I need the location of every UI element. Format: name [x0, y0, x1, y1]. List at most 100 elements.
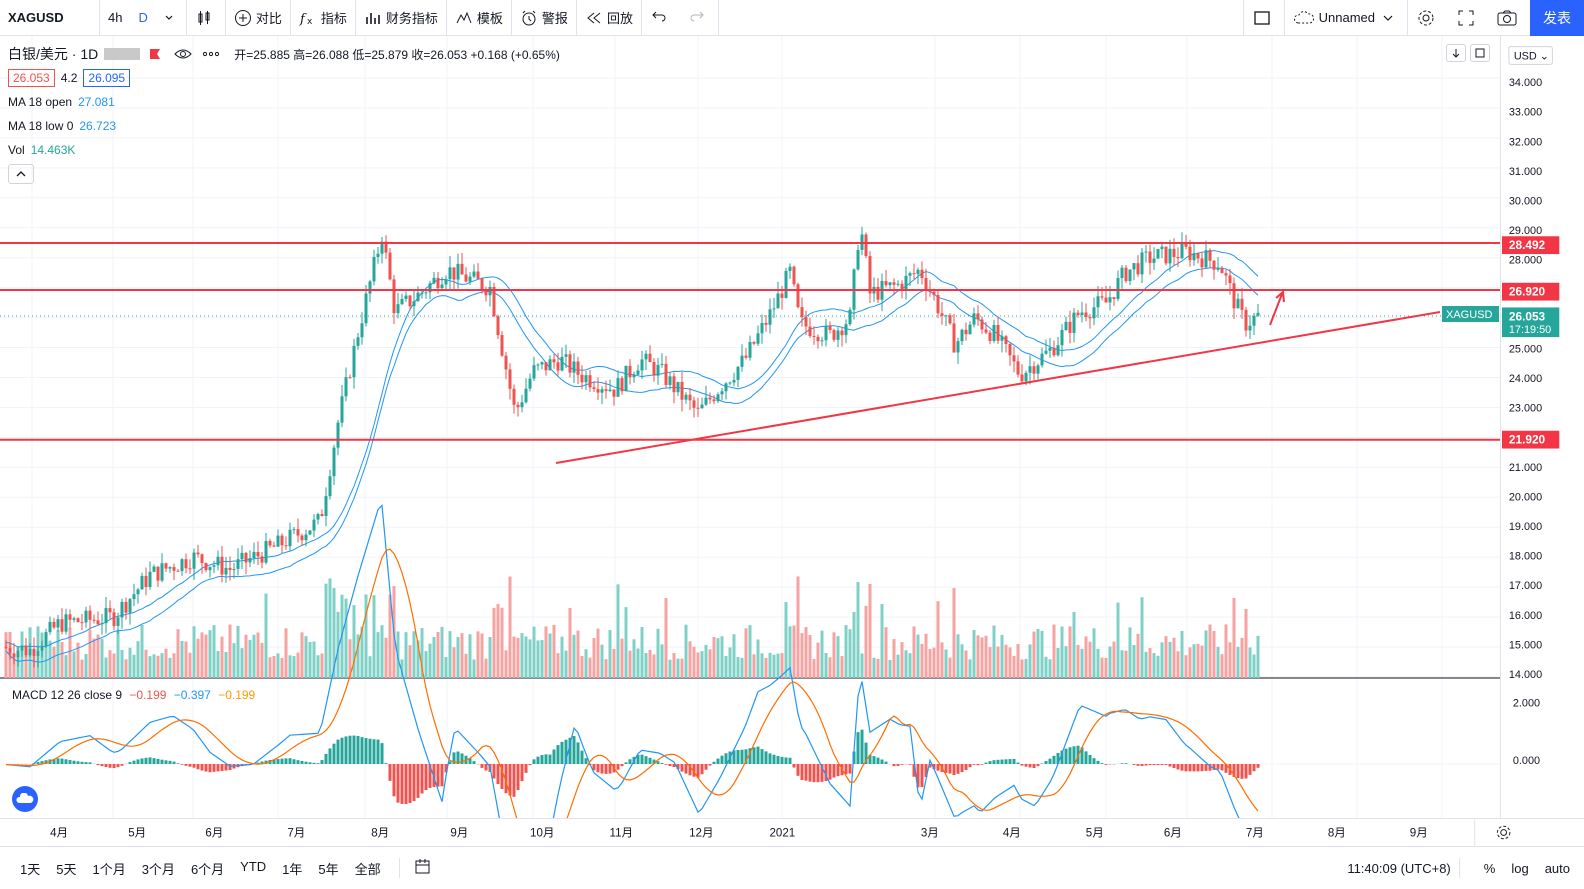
redo-button[interactable] [680, 0, 719, 36]
settings-button[interactable] [1408, 0, 1448, 36]
volume-bar [204, 634, 208, 678]
clock[interactable]: 11:40:09 (UTC+8) [1347, 860, 1451, 876]
macd-histogram-bar [1028, 764, 1032, 768]
chart-type-button[interactable] [187, 0, 226, 36]
volume-bar [692, 646, 696, 678]
macd-histogram-bar [312, 762, 316, 764]
macd-histogram-bar [1020, 764, 1024, 766]
candle-body [464, 274, 468, 282]
fullscreen-button[interactable] [1448, 0, 1488, 36]
range-button[interactable]: 1年 [282, 861, 303, 877]
macd-histogram-bar [228, 764, 232, 771]
range-button[interactable]: 5年 [318, 861, 339, 877]
range-button[interactable]: 全部 [354, 861, 381, 877]
macd-histogram-bar [864, 742, 868, 764]
macd-histogram-bar [176, 763, 180, 764]
candle-body [940, 313, 944, 316]
volume-legend[interactable]: Vol 14.463K [8, 138, 560, 162]
redo-icon [690, 11, 704, 21]
volume-bar [1000, 634, 1004, 678]
ma-low-legend[interactable]: MA 18 low 0 26.723 [8, 114, 560, 138]
macd-hist-value: −0.199 [129, 688, 167, 702]
macd-histogram-bar [684, 764, 688, 774]
interval-4h-button[interactable]: 4h [100, 0, 130, 36]
volume-bar [1012, 655, 1016, 678]
volume-bar [616, 584, 620, 678]
fullscreen-layout-button[interactable] [1242, 0, 1285, 36]
bid-price-box[interactable]: 26.053 [8, 69, 55, 87]
macd-legend[interactable]: MACD 12 26 close 9 −0.199 −0.397 −0.199 [12, 688, 255, 702]
publish-button[interactable]: 发表 [1530, 0, 1584, 36]
price-tick: 15.000 [1509, 639, 1542, 651]
candle-body [136, 589, 140, 595]
compare-button[interactable]: 对比 [226, 0, 291, 36]
range-button[interactable]: 1个月 [92, 861, 126, 877]
candle-body [1136, 263, 1140, 275]
volume-bar [176, 629, 180, 678]
range-button[interactable]: 3个月 [141, 861, 175, 877]
range-button[interactable]: 5天 [56, 861, 77, 877]
price-axis[interactable]: 34.000 33.000 32.000 31.000 30.000 29.000 28.0… [1500, 36, 1584, 818]
candle-body [1072, 312, 1076, 333]
ma-open-legend[interactable]: MA 18 open 27.081 [8, 90, 560, 114]
snapshot-button[interactable] [1488, 0, 1530, 36]
collapse-legend-button[interactable] [8, 164, 34, 184]
volume-bar [376, 632, 380, 678]
chart-pane[interactable]: XAGUSD [0, 36, 1500, 818]
flag-icon[interactable] [148, 47, 162, 61]
volume-bar [552, 624, 556, 678]
layout-name-button[interactable]: Unnamed [1285, 0, 1408, 36]
candle-body [1168, 248, 1172, 264]
percent-toggle[interactable]: % [1483, 860, 1496, 876]
pane-down-button[interactable] [1446, 44, 1466, 62]
goto-date-button[interactable] [410, 858, 436, 879]
macd-histogram-bar [756, 746, 760, 764]
volume-bar [1080, 648, 1084, 678]
interval-d-button[interactable]: D [130, 0, 155, 36]
candle-body [524, 388, 528, 403]
tradingview-logo[interactable] [12, 786, 38, 812]
volume-bar [1092, 628, 1096, 678]
macd-histogram-bar [96, 764, 100, 766]
volume-bar [520, 633, 524, 678]
replay-button[interactable]: 回放 [577, 0, 642, 36]
more-icon[interactable] [202, 47, 220, 61]
candle-body [428, 283, 432, 293]
undo-button[interactable] [642, 0, 680, 36]
volume-bar [1152, 653, 1156, 678]
financials-button[interactable]: 财务指标 [356, 0, 447, 36]
vol-label: Vol [8, 143, 25, 157]
volume-bar [840, 656, 844, 678]
legend-title[interactable]: 白银/美元 · 1D [8, 46, 99, 62]
volume-bar [248, 639, 252, 678]
macd-histogram-bar [872, 756, 876, 764]
range-button[interactable]: 1天 [20, 861, 41, 877]
alerts-button[interactable]: 警报 [512, 0, 577, 36]
macd-histogram-bar [308, 762, 312, 764]
candle-body [104, 608, 108, 624]
volume-bar [88, 630, 92, 678]
auto-toggle[interactable]: auto [1544, 860, 1570, 876]
volume-bar [516, 637, 520, 678]
pane-maximize-button[interactable] [1470, 44, 1490, 62]
eye-icon[interactable] [174, 47, 192, 61]
macd-histogram-bar [844, 764, 848, 775]
range-button[interactable]: 6个月 [190, 861, 225, 877]
range-button[interactable]: YTD [240, 858, 267, 874]
volume-bar [740, 657, 744, 678]
interval-dropdown[interactable] [156, 0, 187, 36]
ask-price-box[interactable]: 26.095 [83, 69, 131, 87]
candle-body [680, 381, 684, 400]
volume-bar [1120, 650, 1124, 678]
price-chart[interactable]: XAGUSD [0, 36, 1500, 818]
macd-histogram-bar [608, 764, 612, 774]
time-axis[interactable]: 4月 5月 6月 7月 8月 9月 10月 11月 12月 2021 3月 4月 5月 6月 7月 8月 9月 [0, 818, 1584, 846]
macd-histogram-bar [596, 764, 600, 773]
macd-histogram-bar [744, 749, 748, 764]
templates-button[interactable]: 模板 [447, 0, 512, 36]
macd-histogram-bar [428, 764, 432, 788]
macd-histogram-bar [740, 749, 744, 764]
symbol-search[interactable]: XAGUSD [0, 0, 100, 36]
log-toggle[interactable]: log [1511, 860, 1529, 876]
